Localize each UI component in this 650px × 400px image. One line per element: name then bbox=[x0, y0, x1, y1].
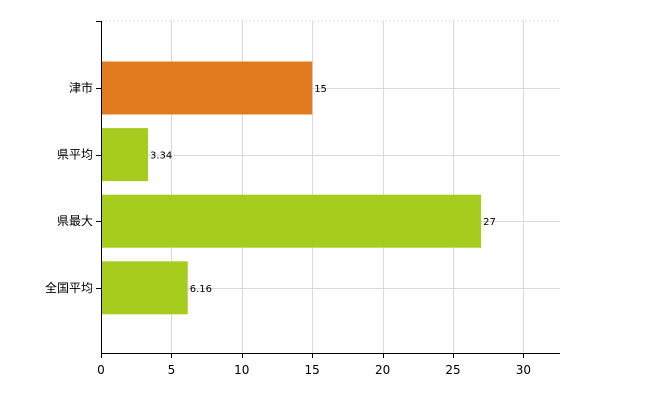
labels: 15 津市 3.34 県平均 27 県最大 6.16 全国平均 0 5 10 15 20 25 30 bbox=[45, 80, 531, 377]
bar-4 bbox=[102, 261, 188, 315]
bar-3 bbox=[102, 194, 482, 248]
x-tick-label-20: 20 bbox=[375, 363, 390, 377]
x-tick-label-15: 15 bbox=[305, 363, 320, 377]
data-label-4: 6.16 bbox=[190, 284, 212, 295]
bar-1 bbox=[102, 61, 313, 115]
x-tick-label-25: 25 bbox=[445, 363, 460, 377]
category-label-4: 全国平均 bbox=[45, 280, 93, 295]
data-label-3: 27 bbox=[483, 217, 496, 228]
data-label-2: 3.34 bbox=[150, 151, 172, 162]
category-label-3: 県最大 bbox=[57, 214, 93, 228]
bars bbox=[102, 61, 482, 315]
x-tick-label-30: 30 bbox=[516, 363, 531, 377]
data-label-1: 15 bbox=[314, 84, 327, 95]
x-tick-label-5: 5 bbox=[168, 363, 176, 377]
axes bbox=[96, 21, 560, 358]
bar-2 bbox=[102, 128, 149, 182]
x-tick-label-0: 0 bbox=[97, 363, 105, 377]
category-label-1: 津市 bbox=[69, 80, 93, 95]
x-tick-label-10: 10 bbox=[234, 363, 249, 377]
category-label-2: 県平均 bbox=[57, 148, 93, 162]
